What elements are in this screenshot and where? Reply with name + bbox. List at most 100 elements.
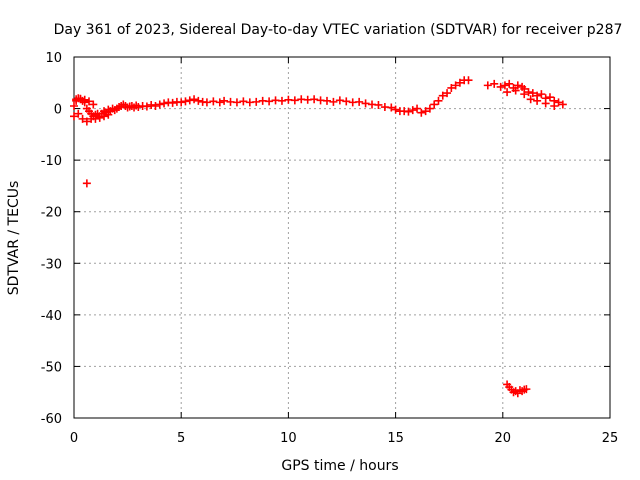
data-point xyxy=(464,76,473,85)
data-point xyxy=(290,96,299,105)
data-point xyxy=(168,98,177,107)
data-points xyxy=(70,76,567,398)
x-tick-label: 25 xyxy=(602,431,619,446)
data-point xyxy=(215,98,224,107)
data-point xyxy=(82,179,91,188)
data-point xyxy=(434,96,443,105)
data-point xyxy=(408,106,417,115)
plot-frame xyxy=(73,56,611,419)
grid-lines xyxy=(74,57,610,418)
x-tick-label: 15 xyxy=(387,431,404,446)
y-tick-label: 0 xyxy=(54,103,62,118)
y-tick-label: -10 xyxy=(41,154,62,169)
data-point xyxy=(155,100,164,109)
data-point xyxy=(202,98,211,107)
data-point xyxy=(443,89,452,98)
x-tick-label: 0 xyxy=(70,431,78,446)
data-point xyxy=(91,114,100,123)
data-point xyxy=(374,100,383,109)
data-point xyxy=(181,97,190,106)
data-point xyxy=(160,99,169,108)
data-point xyxy=(451,81,460,90)
data-point xyxy=(550,101,559,110)
data-point xyxy=(142,102,151,111)
data-point xyxy=(265,97,274,106)
y-tick-label: -30 xyxy=(41,257,62,272)
data-point xyxy=(322,96,331,105)
data-point xyxy=(505,79,514,88)
y-tick-label: -40 xyxy=(41,309,62,324)
data-point xyxy=(447,83,456,92)
data-point xyxy=(522,385,531,394)
data-point xyxy=(329,97,338,106)
data-point xyxy=(70,112,78,121)
data-point xyxy=(500,81,509,90)
data-point xyxy=(417,108,426,117)
x-tick-label: 10 xyxy=(280,431,297,446)
data-point xyxy=(524,88,533,97)
data-point xyxy=(95,113,104,122)
data-point xyxy=(89,100,98,109)
data-point xyxy=(252,97,261,106)
data-point xyxy=(209,97,218,106)
data-point xyxy=(404,107,413,116)
data-point xyxy=(74,109,83,118)
y-tick-label: 10 xyxy=(45,51,62,66)
data-point xyxy=(355,97,364,106)
data-point xyxy=(413,104,422,113)
data-point xyxy=(151,101,160,110)
x-axis-title: GPS time / hours xyxy=(281,458,398,474)
data-point xyxy=(342,97,351,106)
chart-title: Day 361 of 2023, Sidereal Day-to-day VTE… xyxy=(54,22,623,38)
data-point xyxy=(391,105,400,114)
data-point xyxy=(520,90,529,99)
data-point xyxy=(185,96,194,105)
data-point xyxy=(533,96,542,105)
data-point xyxy=(558,100,567,109)
data-point xyxy=(70,101,78,110)
data-point xyxy=(220,96,229,105)
data-point xyxy=(100,112,109,121)
x-tick-label: 20 xyxy=(495,431,512,446)
data-point xyxy=(511,86,520,95)
x-tick-label: 5 xyxy=(177,431,185,446)
data-point xyxy=(134,103,143,112)
data-point xyxy=(528,89,537,98)
data-point xyxy=(526,95,535,104)
data-point xyxy=(194,96,203,105)
data-point xyxy=(177,98,186,107)
data-point xyxy=(232,98,241,107)
data-point xyxy=(513,81,522,90)
data-point xyxy=(430,100,439,109)
data-point xyxy=(78,114,87,123)
data-point xyxy=(483,81,492,90)
data-point xyxy=(361,99,370,108)
data-point xyxy=(503,88,512,97)
data-point xyxy=(554,98,563,107)
data-point xyxy=(190,95,199,104)
data-point xyxy=(85,97,94,106)
data-point xyxy=(104,110,113,119)
data-point xyxy=(387,103,396,112)
data-point xyxy=(545,93,554,102)
data-point xyxy=(541,99,550,108)
y-tick-label: -50 xyxy=(41,360,62,375)
data-point xyxy=(80,95,89,104)
data-point xyxy=(277,96,286,105)
data-point xyxy=(147,100,156,109)
data-point xyxy=(537,90,546,99)
data-point xyxy=(310,95,319,104)
data-point xyxy=(496,82,505,91)
data-point xyxy=(82,117,91,126)
data-point xyxy=(425,104,434,113)
data-point xyxy=(455,78,464,87)
y-tick-label: -60 xyxy=(41,412,62,427)
y-tick-label: -20 xyxy=(41,206,62,221)
data-point xyxy=(76,94,85,103)
y-axis-title: SDTVAR / TECUs xyxy=(6,181,22,296)
data-point xyxy=(335,96,344,105)
data-point xyxy=(239,97,248,106)
axis-ticks: 0 5 10 15 20 25 10 0 -10 -20 -30 -40 -50 -60 xyxy=(41,51,619,446)
data-point xyxy=(438,91,447,100)
